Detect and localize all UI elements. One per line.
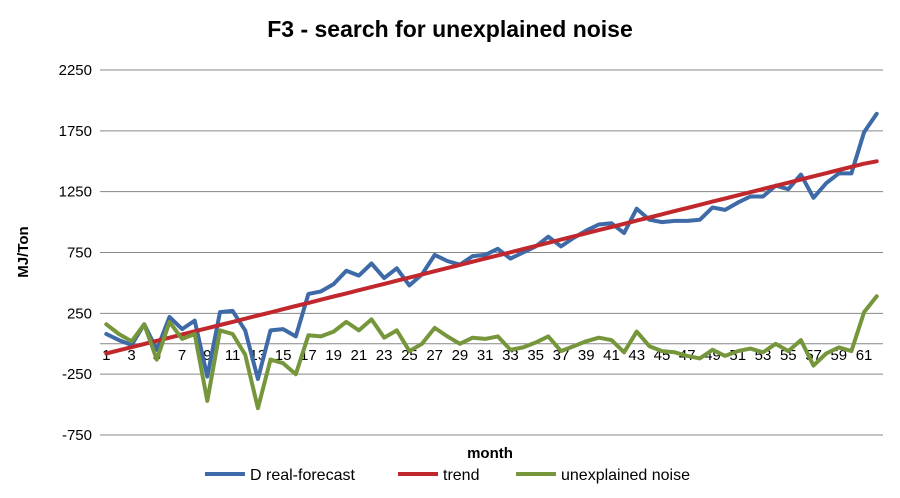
- x-tick-label: 61: [856, 347, 873, 364]
- line-chart: F3 - search for unexplained noise -750 -2…: [0, 0, 900, 498]
- x-tick-label: 23: [376, 347, 393, 364]
- y-axis-ticks: -750 -250 250 750 1250 1750 2250: [59, 62, 92, 444]
- x-tick-label: 27: [426, 347, 443, 364]
- y-axis-label: MJ/Ton: [15, 226, 32, 277]
- x-tick-label: 41: [603, 347, 620, 364]
- legend-label-1: trend: [443, 467, 479, 484]
- y-tick-label: 1250: [59, 184, 92, 201]
- chart-title: F3 - search for unexplained noise: [267, 16, 633, 42]
- x-axis-label: month: [467, 445, 513, 462]
- x-tick-label: 11: [225, 347, 241, 364]
- x-tick-label: 31: [477, 347, 494, 364]
- y-tick-label: -750: [62, 427, 92, 444]
- x-tick-label: 43: [628, 347, 645, 364]
- y-tick-label: -250: [62, 366, 92, 383]
- legend: D real-forecast trend unexplained noise: [205, 467, 690, 484]
- y-tick-label: 750: [67, 245, 92, 262]
- series-lines: [106, 114, 876, 408]
- x-tick-label: 35: [527, 347, 544, 364]
- x-tick-label: 19: [325, 347, 342, 364]
- y-tick-label: 2250: [59, 62, 92, 79]
- y-tick-label: 250: [67, 305, 92, 322]
- series-line-1: [106, 161, 876, 353]
- legend-label-0: D real-forecast: [250, 467, 355, 484]
- x-tick-label: 21: [351, 347, 368, 364]
- x-tick-label: 7: [178, 347, 186, 364]
- y-tick-label: 1750: [59, 123, 92, 140]
- x-tick-label: 39: [578, 347, 595, 364]
- legend-label-2: unexplained noise: [561, 467, 690, 484]
- x-tick-label: 29: [452, 347, 469, 364]
